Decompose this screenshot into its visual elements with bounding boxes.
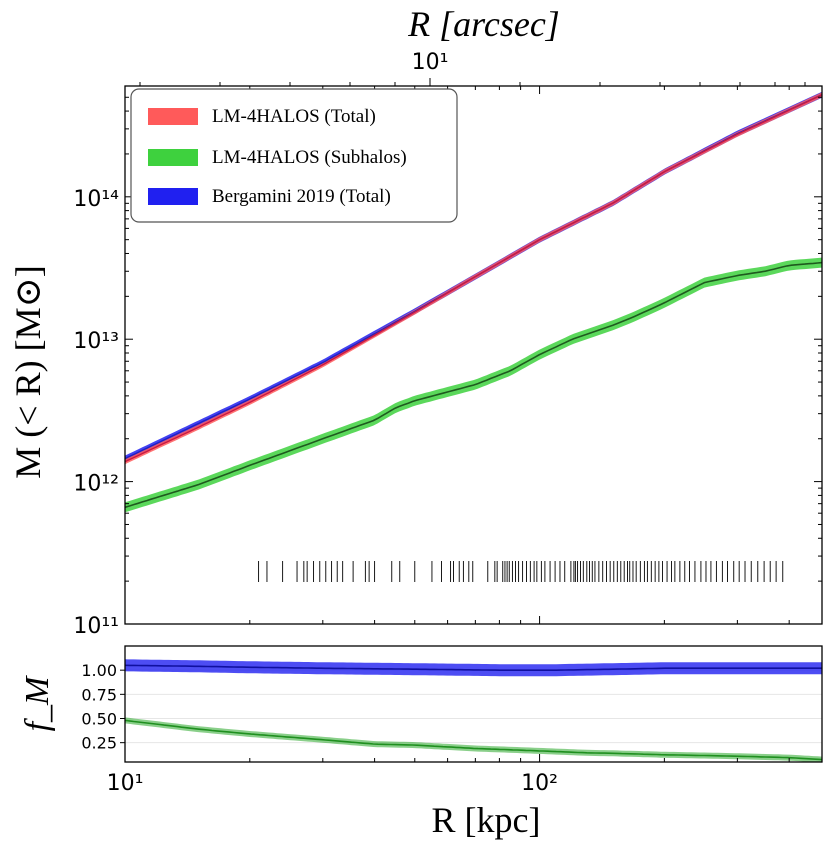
legend-label-lm-total: LM-4HALOS (Total)	[212, 106, 376, 127]
ratio-y-axis-title: f_M	[19, 675, 56, 731]
ratio-axes	[124, 645, 823, 763]
legend-swatch-lm-total	[148, 108, 198, 125]
main-y-axis-title: M (< R) [M⊙]	[8, 265, 48, 478]
top-x-axis-title: R [arcsec]	[407, 4, 560, 44]
x-tick-label: 10²	[521, 771, 558, 796]
legend-swatch-lm-subhalos	[148, 149, 198, 166]
legend-frame	[130, 88, 458, 223]
ratio-panel: 0.25 0.50 0.75 1.00 10¹ 10²	[81, 645, 823, 796]
legend-swatch-bergamini	[148, 188, 198, 205]
line-series-0	[124, 94, 823, 463]
main-lines	[124, 94, 823, 509]
ratio-y-tick-label: 0.75	[81, 685, 117, 704]
ratio-line-0	[124, 664, 822, 671]
ratio-y-tick-label: 0.50	[81, 710, 117, 729]
x-tick-label: 10¹	[107, 771, 144, 796]
line-series-1	[124, 261, 823, 509]
legend-label-lm-subhalos: LM-4HALOS (Subhalos)	[212, 147, 407, 168]
x-axis-title: R [kpc]	[432, 800, 541, 840]
main-panel: 10¹¹ 10¹² 10¹³ 10¹⁴ 10¹	[73, 50, 823, 639]
main-y-tick-label: 10¹¹	[73, 614, 119, 639]
ratio-band-1	[125, 717, 822, 763]
legend: LM-4HALOS (Total) LM-4HALOS (Subhalos) B…	[130, 88, 458, 223]
top-x-tick-label: 10¹	[412, 50, 449, 75]
ratio-bands	[125, 659, 822, 763]
ratio-y-tick-label: 0.25	[81, 734, 117, 753]
ratio-y-tick-label: 1.00	[81, 661, 117, 680]
ratio-band-0	[125, 659, 822, 677]
ratio-line-1	[124, 719, 823, 761]
ratio-frame	[124, 645, 823, 763]
main-ticks: 10¹¹ 10¹² 10¹³ 10¹⁴ 10¹	[73, 50, 822, 639]
main-axes	[124, 85, 823, 625]
main-y-tick-label: 10¹²	[73, 472, 119, 497]
ratio-lines	[124, 664, 823, 761]
ratio-ticks: 0.25 0.50 0.75 1.00 10¹ 10²	[81, 661, 790, 796]
legend-label-bergamini: Bergamini 2019 (Total)	[212, 186, 391, 207]
main-frame	[124, 85, 823, 625]
main-y-tick-label: 10¹³	[73, 329, 119, 354]
main-y-tick-label: 10¹⁴	[73, 187, 119, 212]
galaxy-rug	[258, 561, 784, 582]
